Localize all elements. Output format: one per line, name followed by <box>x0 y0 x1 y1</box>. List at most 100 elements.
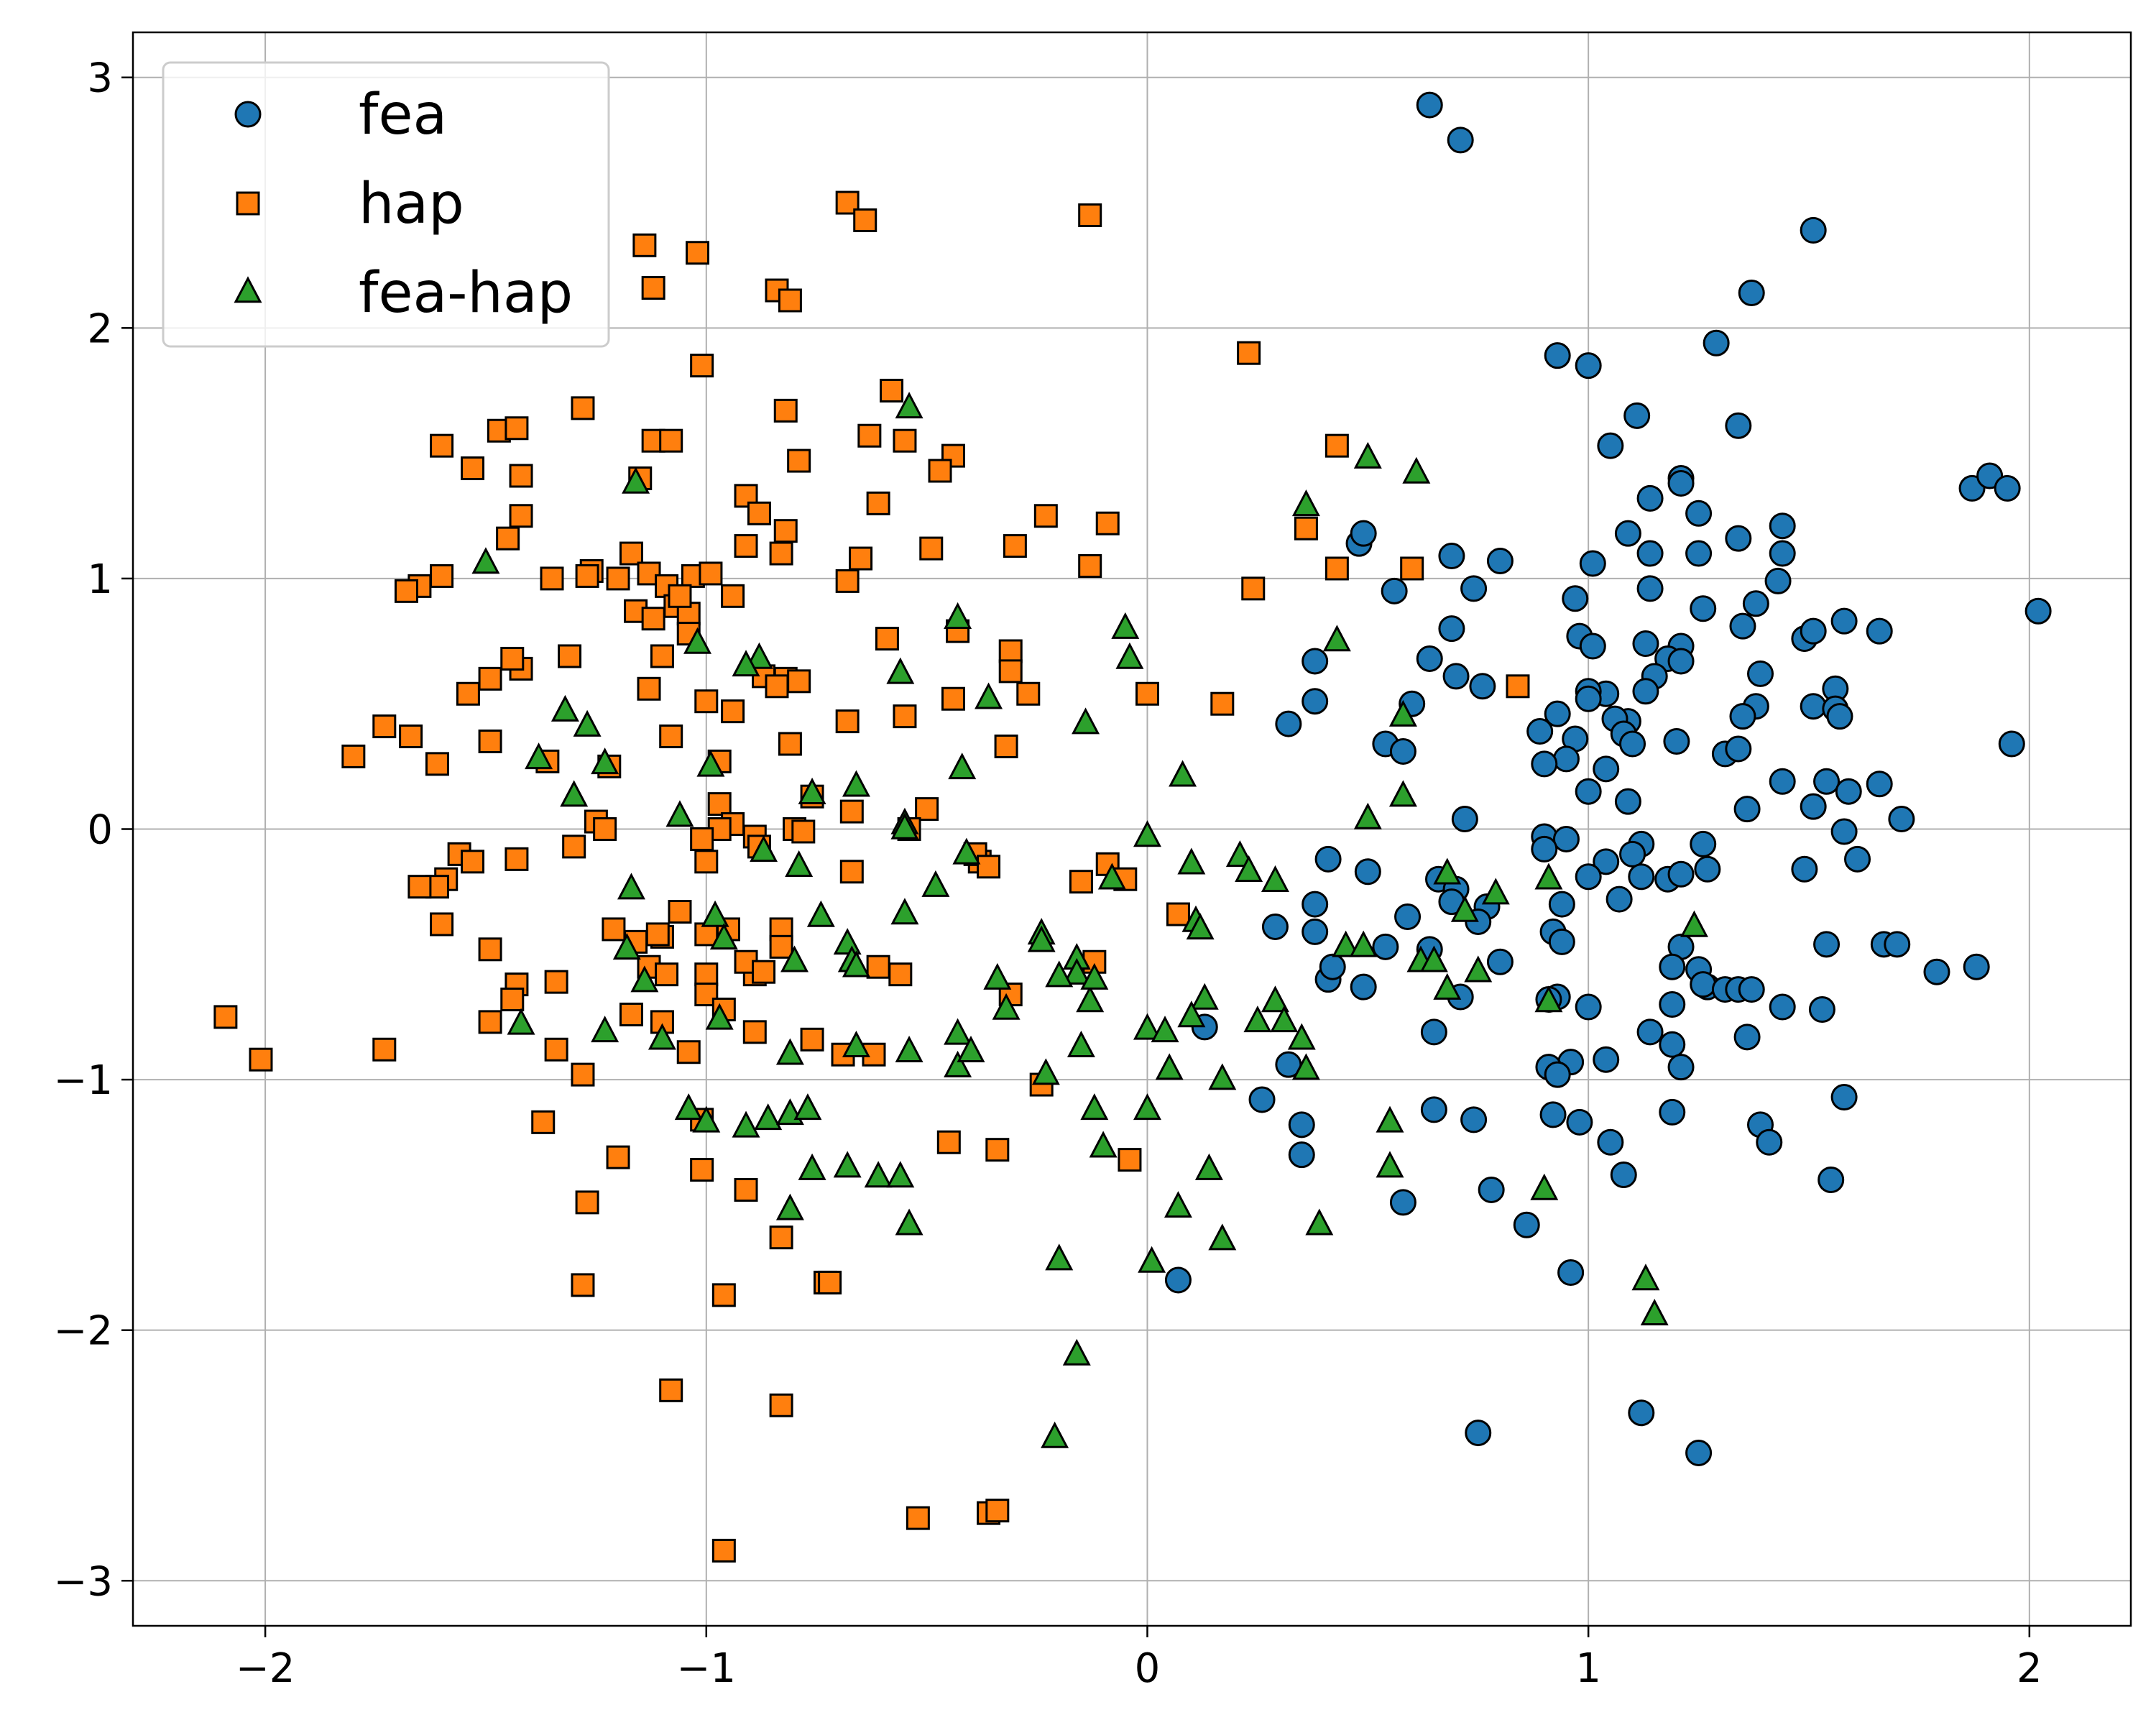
data-point <box>674 1093 703 1121</box>
data-point <box>1530 1173 1559 1200</box>
data-point <box>1534 862 1563 890</box>
data-point <box>952 837 981 865</box>
series-fea <box>1164 91 2052 1466</box>
data-point <box>1186 913 1215 940</box>
data-point <box>573 709 602 737</box>
data-point <box>1433 972 1462 1000</box>
data-point <box>694 689 719 714</box>
data-point <box>1769 768 1796 795</box>
data-point <box>1325 433 1349 458</box>
data-point <box>1667 469 1695 497</box>
data-point <box>1593 848 1620 875</box>
data-point <box>1372 933 1399 960</box>
data-point <box>1402 456 1431 484</box>
data-point <box>1302 648 1329 675</box>
data-point <box>478 937 502 962</box>
data-point <box>1531 750 1558 778</box>
data-point <box>1133 1013 1161 1040</box>
data-point <box>1631 1264 1660 1291</box>
data-point <box>686 241 710 265</box>
legend-item-fea: fea <box>234 83 447 147</box>
data-point <box>977 855 1001 879</box>
data-point <box>650 644 674 668</box>
data-point <box>1808 995 1835 1023</box>
data-point <box>690 827 714 851</box>
data-point <box>1826 703 1853 730</box>
data-point <box>478 1010 502 1034</box>
data-point <box>944 1018 972 1045</box>
data-point <box>1764 567 1792 594</box>
data-point <box>893 428 917 453</box>
data-point <box>780 945 809 972</box>
data-point <box>1659 1098 1686 1126</box>
data-point <box>1747 660 1774 687</box>
data-point <box>886 1161 915 1188</box>
data-point <box>1041 1421 1069 1448</box>
data-point <box>430 433 454 458</box>
data-point <box>1526 718 1554 745</box>
data-point <box>1742 590 1769 617</box>
legend-item-hap: hap <box>236 172 464 236</box>
data-point <box>575 1190 599 1215</box>
data-point <box>1575 685 1602 712</box>
data-point <box>1045 1243 1074 1271</box>
data-point <box>505 847 529 871</box>
data-point <box>1155 1053 1184 1080</box>
data-point <box>1623 402 1651 429</box>
data-point <box>1659 1031 1686 1058</box>
data-point <box>1164 1191 1192 1218</box>
data-point <box>606 566 630 591</box>
data-point <box>707 792 732 816</box>
data-point <box>668 584 692 608</box>
data-point <box>1486 548 1514 575</box>
data-point <box>1769 540 1796 567</box>
data-point <box>1261 865 1289 892</box>
data-point <box>694 962 719 987</box>
data-point <box>1481 878 1510 905</box>
data-point <box>1667 860 1695 888</box>
legend-label: hap <box>359 172 464 236</box>
data-point <box>1322 625 1351 652</box>
data-point <box>866 491 890 515</box>
data-point <box>787 448 811 473</box>
data-point <box>1078 203 1102 227</box>
data-point <box>1460 1106 1488 1133</box>
data-point <box>778 288 802 313</box>
data-point <box>1225 840 1254 868</box>
data-point <box>558 644 582 668</box>
data-point <box>690 1158 714 1182</box>
data-point <box>676 1040 701 1064</box>
y-tick-label: −2 <box>53 1308 113 1355</box>
data-point <box>701 900 729 927</box>
data-point <box>1923 958 1950 985</box>
data-point <box>690 354 714 378</box>
data-point <box>1416 91 1443 119</box>
data-point <box>1610 1162 1637 1189</box>
data-point <box>509 504 533 528</box>
data-point <box>1069 870 1093 894</box>
data-point <box>1235 855 1263 883</box>
data-point <box>1350 520 1377 547</box>
data-point <box>1690 595 1717 622</box>
data-point <box>1544 342 1571 369</box>
data-point <box>1614 520 1641 547</box>
data-point <box>769 934 793 959</box>
data-point <box>665 800 694 827</box>
data-point <box>1314 845 1342 873</box>
data-point <box>1506 674 1530 699</box>
data-point <box>839 860 864 884</box>
data-point <box>1725 525 1752 552</box>
data-point <box>839 799 864 824</box>
data-point <box>798 777 826 804</box>
legend: fea hap fea-hap <box>162 61 610 348</box>
data-point <box>711 1283 736 1307</box>
data-point <box>425 752 449 776</box>
data-point <box>1579 550 1606 577</box>
data-point <box>1451 806 1478 833</box>
data-point <box>1208 1063 1237 1090</box>
data-point <box>430 564 454 588</box>
data-point <box>1830 818 1858 845</box>
data-point <box>1513 1211 1540 1238</box>
y-tick-label: −1 <box>53 1057 113 1104</box>
y-tick-label: 1 <box>87 556 113 603</box>
